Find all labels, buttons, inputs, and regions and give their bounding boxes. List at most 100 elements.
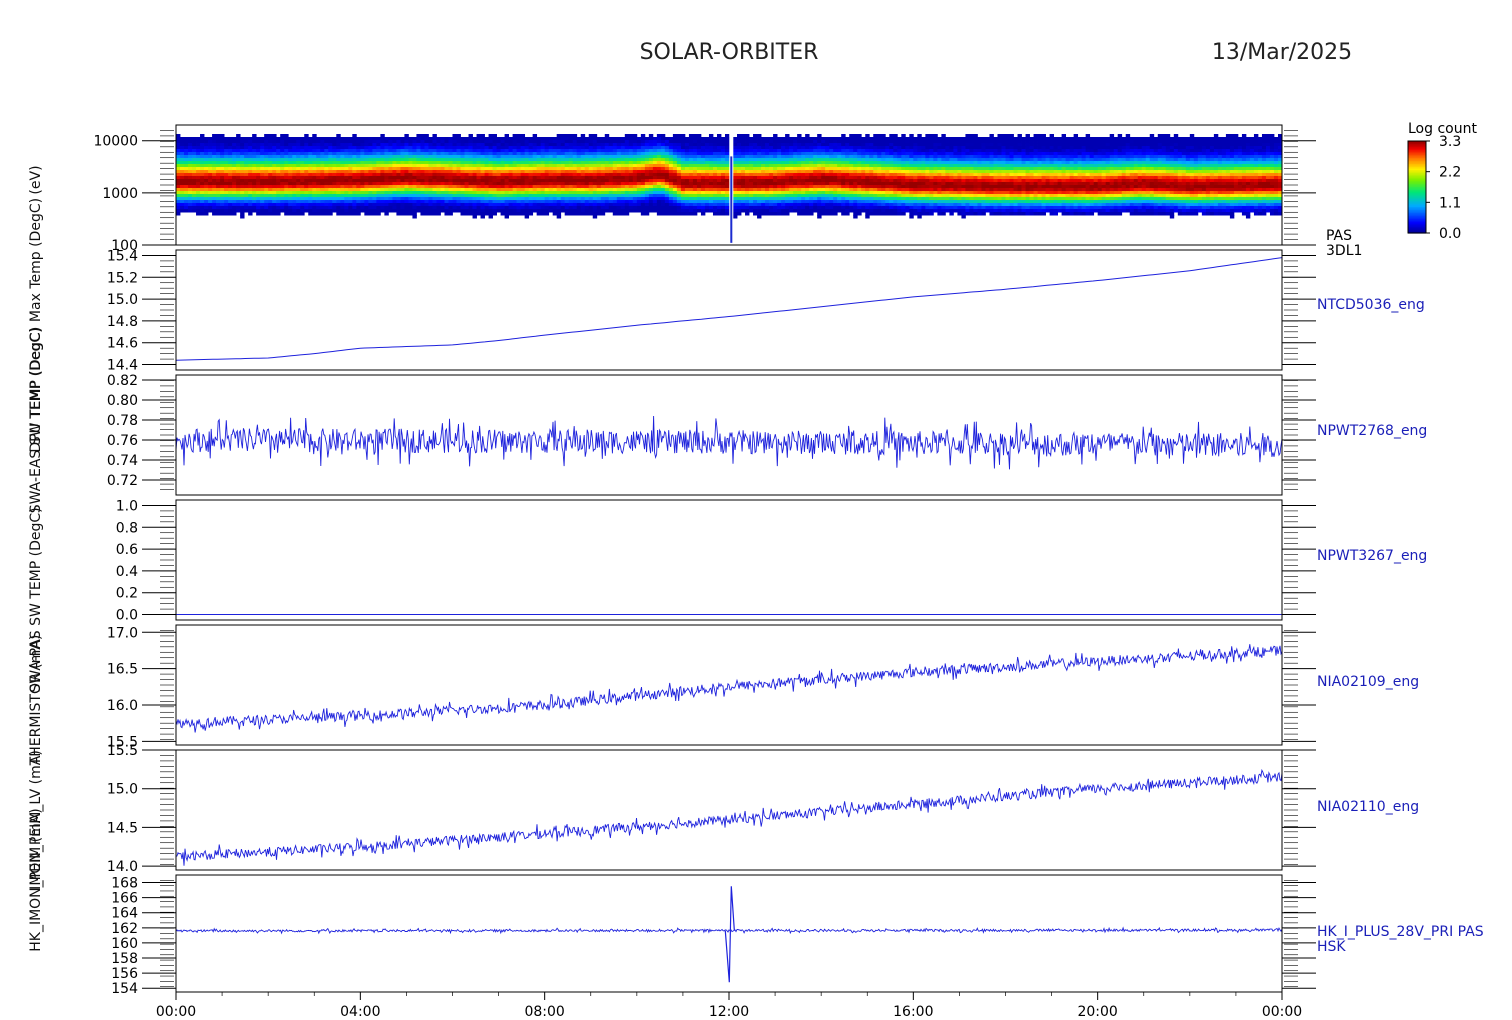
heatmap-cell — [588, 182, 594, 186]
heatmap-cell — [592, 182, 598, 186]
heatmap-cell — [456, 182, 461, 186]
heatmap-cell — [572, 209, 578, 213]
heatmap-cell — [632, 170, 638, 174]
heatmap-cell — [380, 143, 385, 147]
heatmap-cell — [620, 194, 626, 198]
heatmap-cell — [929, 209, 934, 213]
heatmap-cell — [324, 143, 329, 147]
heatmap-cell — [552, 140, 558, 144]
heatmap-cell — [925, 197, 930, 201]
heatmap-cell — [444, 197, 449, 201]
heatmap-cell — [636, 143, 642, 147]
heatmap-cell — [524, 200, 530, 204]
heatmap-cell — [869, 167, 874, 171]
heatmap-cell — [640, 152, 646, 156]
heatmap-cell — [696, 173, 702, 177]
heatmap-cell — [704, 197, 710, 201]
heatmap-cell — [236, 179, 241, 183]
heatmap-cell — [292, 206, 297, 210]
heatmap-cell — [348, 173, 353, 177]
heatmap-cell — [861, 194, 866, 198]
heatmap-cell — [464, 212, 469, 216]
heatmap-cell — [256, 146, 261, 150]
heatmap-cell — [552, 200, 558, 204]
heatmap-cell — [781, 179, 786, 183]
heatmap-cell — [440, 146, 445, 150]
heatmap-cell — [396, 158, 401, 162]
heatmap-cell — [680, 137, 686, 141]
heatmap-cell — [296, 161, 301, 165]
heatmap-cell — [412, 161, 417, 165]
heatmap-cell — [284, 170, 289, 174]
heatmap-cell — [380, 167, 385, 171]
heatmap-cell — [504, 167, 509, 171]
heatmap-cell — [624, 179, 630, 183]
heatmap-cell — [716, 155, 722, 159]
heatmap-cell — [813, 170, 818, 174]
heatmap-cell — [356, 173, 361, 177]
heatmap-cell — [208, 173, 213, 177]
heatmap-cell — [532, 209, 538, 213]
heatmap-cell — [180, 140, 185, 144]
heatmap-cell — [524, 197, 530, 201]
heatmap-cell — [893, 206, 898, 210]
heatmap-cell — [280, 137, 285, 141]
heatmap-cell — [404, 146, 409, 150]
heatmap-cell — [204, 167, 209, 171]
heatmap-cell — [180, 197, 185, 201]
heatmap-cell — [761, 167, 766, 171]
heatmap-cell — [428, 170, 433, 174]
heatmap-cell — [480, 203, 485, 207]
heatmap-cell — [676, 194, 682, 198]
heatmap-cell — [260, 182, 265, 186]
heatmap-cell — [584, 167, 590, 171]
heatmap-cell — [801, 197, 806, 201]
heatmap-cell — [288, 149, 293, 153]
heatmap-cell — [636, 200, 642, 204]
heatmap-cell — [484, 167, 489, 171]
heatmap-cell — [348, 164, 353, 168]
heatmap-cell — [741, 164, 746, 168]
heatmap-cell — [604, 182, 610, 186]
heatmap-cell — [712, 161, 718, 165]
heatmap-cell — [648, 152, 654, 156]
heatmap-cell — [773, 203, 778, 207]
heatmap-cell — [773, 191, 778, 195]
heatmap-cell — [628, 182, 634, 186]
heatmap-cell — [332, 197, 337, 201]
heatmap-cell — [444, 200, 449, 204]
heatmap-cell — [568, 188, 574, 192]
heatmap-cell — [496, 152, 501, 156]
heatmap-cell — [368, 167, 373, 171]
heatmap-cell — [284, 152, 289, 156]
heatmap-cell — [917, 215, 922, 219]
heatmap-cell — [244, 155, 249, 159]
heatmap-cell — [825, 146, 830, 150]
heatmap-cell — [484, 164, 489, 168]
heatmap-cell — [300, 194, 305, 198]
heatmap-cell — [416, 152, 421, 156]
heatmap-cell — [913, 173, 918, 177]
heatmap-cell — [624, 134, 630, 138]
heatmap-cell — [560, 167, 566, 171]
heatmap-cell — [877, 179, 882, 183]
heatmap-cell — [384, 188, 389, 192]
heatmap-cell — [624, 206, 630, 210]
heatmap-cell — [648, 185, 654, 189]
heatmap-cell — [360, 170, 365, 174]
heatmap-cell — [332, 182, 337, 186]
heatmap-cell — [901, 212, 906, 216]
heatmap-cell — [753, 203, 758, 207]
heatmap-cell — [276, 149, 281, 153]
heatmap-cell — [368, 146, 373, 150]
heatmap-cell — [636, 197, 642, 201]
heatmap-cell — [348, 170, 353, 174]
heatmap-cell — [328, 149, 333, 153]
heatmap-cell — [356, 176, 361, 180]
heatmap-cell — [745, 143, 750, 147]
heatmap-cell — [192, 185, 197, 189]
heatmap-cell — [240, 164, 245, 168]
heatmap-cell — [909, 215, 914, 219]
heatmap-cell — [720, 146, 726, 150]
heatmap-cell — [212, 140, 217, 144]
